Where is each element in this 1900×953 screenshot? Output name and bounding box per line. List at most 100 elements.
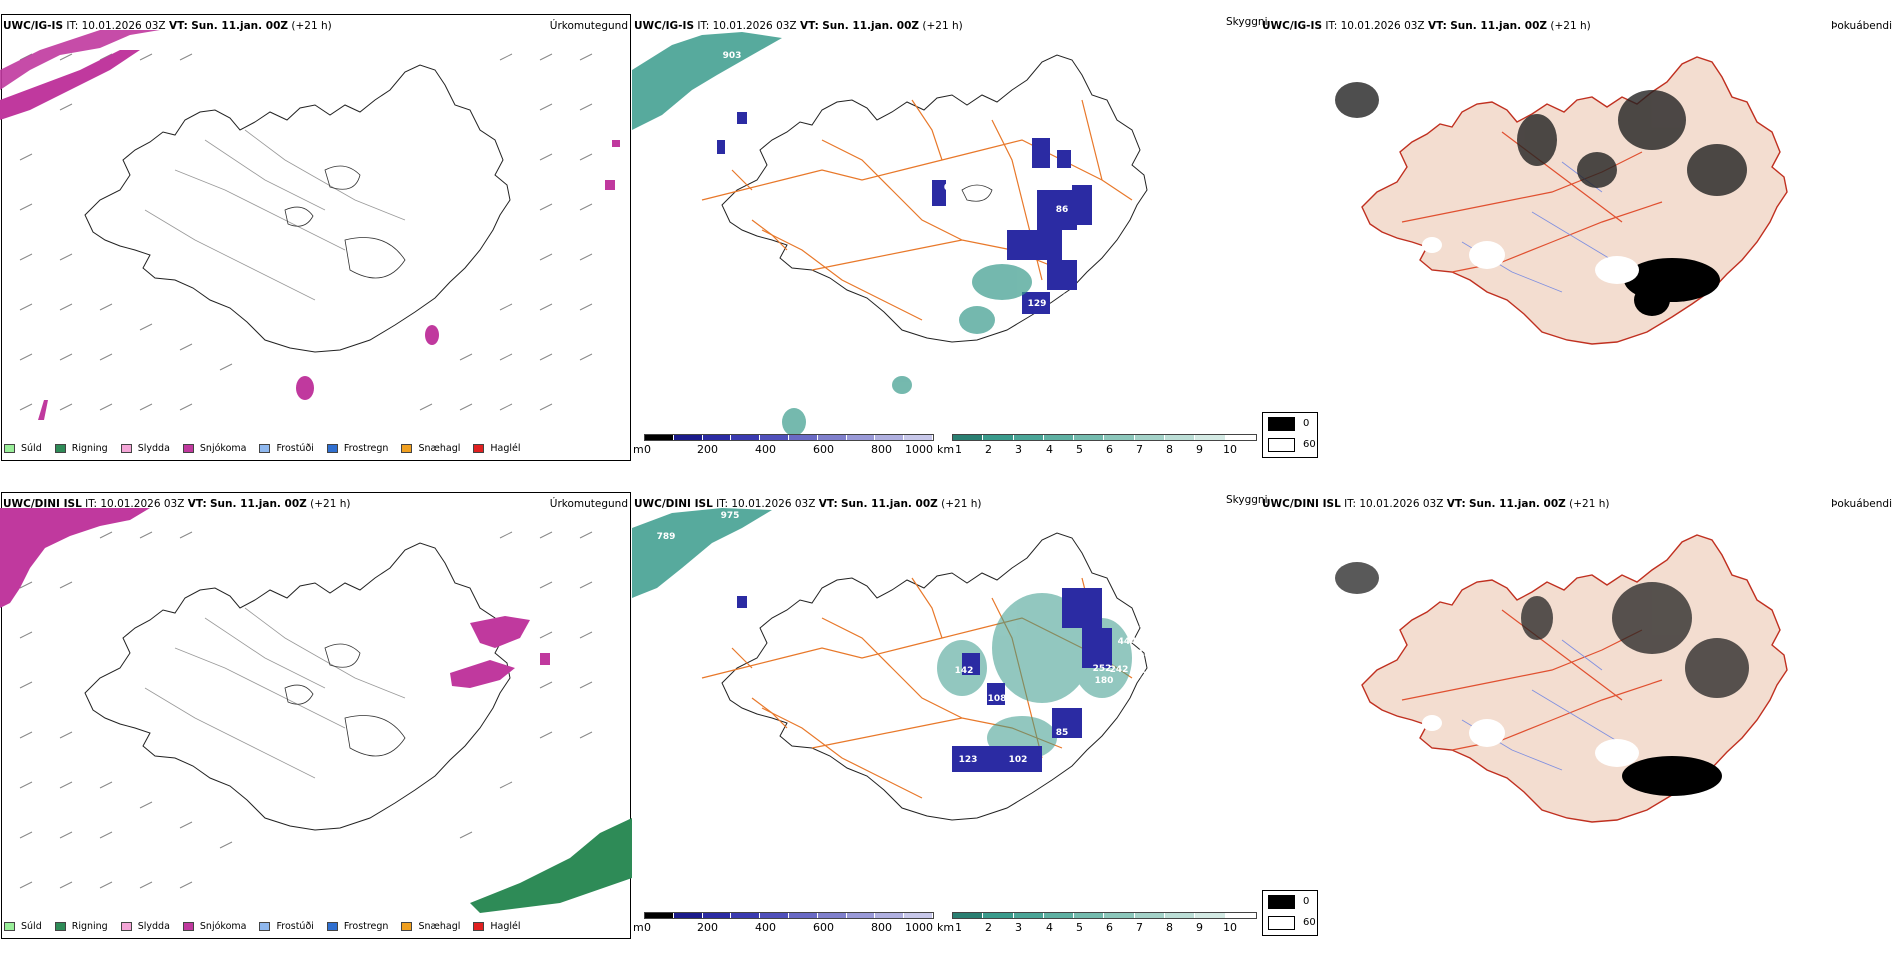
station-label: 80 [1119, 265, 1132, 275]
panel-title: Þokuábendi [1831, 498, 1892, 510]
station-label: 993 [838, 37, 857, 47]
visibility-panel: UWC/DINI ISL IT: 10.01.2026 03Z VT: Sun.… [632, 478, 1268, 953]
legend-swatch [4, 921, 15, 931]
precip-type-panel: UWC/DINI ISL IT: 10.01.2026 03Z VT: Sun.… [0, 478, 632, 953]
visibility-panel: UWC/IG-IS IT: 10.01.2026 03Z VT: Sun. 11… [632, 0, 1268, 475]
station-label: 85 [1056, 728, 1069, 738]
station-label: 108 [988, 694, 1007, 704]
legend-swatch [182, 921, 194, 931]
precip-map [0, 30, 620, 420]
panel-title: Skyggni [1226, 16, 1268, 28]
legend-item: Frostregn [326, 921, 388, 932]
valid-time: Sun. 11.jan. 00Z [191, 20, 289, 32]
panel-header: UWC/DINI ISL IT: 10.01.2026 03Z VT: Sun.… [3, 498, 351, 510]
legend-swatch [1268, 438, 1295, 452]
station-label: 64 [1046, 799, 1059, 809]
legend-item: Rigning [54, 443, 108, 454]
precip-map [0, 508, 632, 913]
fog-indicator-panel: UWC/DINI ISL IT: 10.01.2026 03Z VT: Sun.… [1262, 478, 1900, 953]
station-label: 252 [1093, 664, 1112, 674]
station-label: 88 [1063, 178, 1076, 188]
legend-item: Haglél [473, 443, 521, 454]
station-label: 100 [1063, 293, 1082, 303]
init-time: 10.01.2026 03Z [100, 498, 185, 510]
legend-swatch [54, 443, 66, 453]
fog-legend: 0 60 [1262, 412, 1318, 458]
station-label: 180 [1095, 676, 1114, 686]
station-label: 182 [1139, 625, 1158, 635]
precip-type-panel: UWC/IG-IS IT: 10.01.2026 03Z VT: Sun. 11… [0, 0, 632, 475]
colorbar-ramp [952, 434, 1257, 441]
legend-swatch [120, 443, 132, 453]
visibility-colorbar: km 1 2 3 4 5 6 7 8 9 10 [937, 434, 1260, 458]
panel-header: UWC/DINI ISL IT: 10.01.2026 03Z VT: Sun.… [634, 498, 982, 510]
station-label: 86 [1056, 205, 1069, 215]
station-label: 242 [1110, 665, 1129, 675]
fog-map [1335, 534, 1788, 823]
legend-swatch [473, 443, 485, 453]
station-label: 129 [1028, 299, 1047, 309]
legend-swatch [54, 921, 66, 931]
visibility-map: 903 993 595 63 88 86 95 80 93 129 100 11… [632, 32, 1148, 435]
panel-header: UWC/IG-IS IT: 10.01.2026 03Z VT: Sun. 11… [1262, 20, 1591, 32]
station-label: 65 [1052, 338, 1065, 348]
lead-time: (+21 h) [291, 20, 332, 32]
colorbar-ramp [952, 912, 1257, 919]
legend-item: Snæhagl [401, 921, 460, 932]
legend-item: Frostregn [326, 443, 388, 454]
legend-item: Súld [4, 443, 42, 454]
legend-swatch [473, 921, 485, 931]
legend-swatch [120, 921, 132, 931]
station-label: 975 [721, 511, 740, 521]
station-label: 165 [1161, 661, 1180, 671]
precip-type-legend: Súld Rigning Slydda Snjókoma Frostúði Fr… [4, 917, 534, 935]
fog-indicator-panel: UWC/IG-IS IT: 10.01.2026 03Z VT: Sun. 11… [1262, 0, 1900, 475]
panel-title: Úrkomutegund [549, 20, 628, 32]
legend-swatch [1268, 916, 1295, 930]
panel-title: Skyggni [1226, 494, 1268, 506]
legend-item: Slydda [120, 921, 170, 932]
station-label: 95 [1096, 133, 1109, 143]
valid-time: Sun. 11.jan. 00Z [210, 498, 307, 510]
legend-item: Frostúði [259, 443, 314, 454]
station-label: 903 [723, 51, 742, 61]
panel-header: UWC/DINI ISL IT: 10.01.2026 03Z VT: Sun.… [1262, 498, 1610, 510]
station-label: 93 [1086, 279, 1099, 289]
visibility-map: 975 789 142 252 180 141 182 444 137 242 … [632, 508, 1180, 821]
ceiling-colorbar: m 0 200 400 600 800 1000 [632, 434, 937, 458]
legend-swatch [401, 443, 413, 453]
precip-type-legend: Súld Rigning Slydda Snjókoma Frostúði Fr… [4, 439, 534, 457]
map-frame [1, 14, 631, 461]
legend-swatch [259, 443, 271, 453]
lead-time: (+21 h) [310, 498, 351, 510]
legend-swatch [1268, 417, 1295, 431]
visibility-colorbar: km 1 2 3 4 5 6 7 8 9 10 [937, 912, 1260, 936]
legend-swatch [182, 443, 194, 453]
legend-swatch [259, 921, 271, 931]
station-label: 229 [1135, 671, 1154, 681]
legend-swatch [1268, 895, 1295, 909]
fog-legend: 0 60 [1262, 890, 1318, 936]
station-label: 63 [944, 183, 957, 193]
legend-item: Slydda [120, 443, 170, 454]
legend-item: Frostúði [259, 921, 314, 932]
panel-title: Úrkomutegund [549, 498, 628, 510]
forecast-row-dini: UWC/DINI ISL IT: 10.01.2026 03Z VT: Sun.… [0, 478, 1900, 953]
station-label: 141 [1135, 608, 1154, 618]
legend-item: Súld [4, 921, 42, 932]
station-label: 444 [1118, 637, 1137, 647]
legend-swatch [4, 443, 15, 453]
legend-item: Snæhagl [401, 443, 460, 454]
forecast-row-igis: UWC/IG-IS IT: 10.01.2026 03Z VT: Sun. 11… [0, 0, 1900, 475]
station-label: 227 [1086, 706, 1105, 716]
station-label: 595 [763, 81, 782, 91]
station-label: 123 [959, 755, 978, 765]
legend-swatch [326, 443, 338, 453]
legend-swatch [326, 921, 338, 931]
legend-item: Rigning [54, 921, 108, 932]
map-frame [1, 492, 631, 939]
station-label: 142 [955, 666, 974, 676]
panel-title: Þokuábendi [1831, 20, 1892, 32]
legend-swatch [401, 921, 413, 931]
station-label: 137 [1138, 649, 1157, 659]
